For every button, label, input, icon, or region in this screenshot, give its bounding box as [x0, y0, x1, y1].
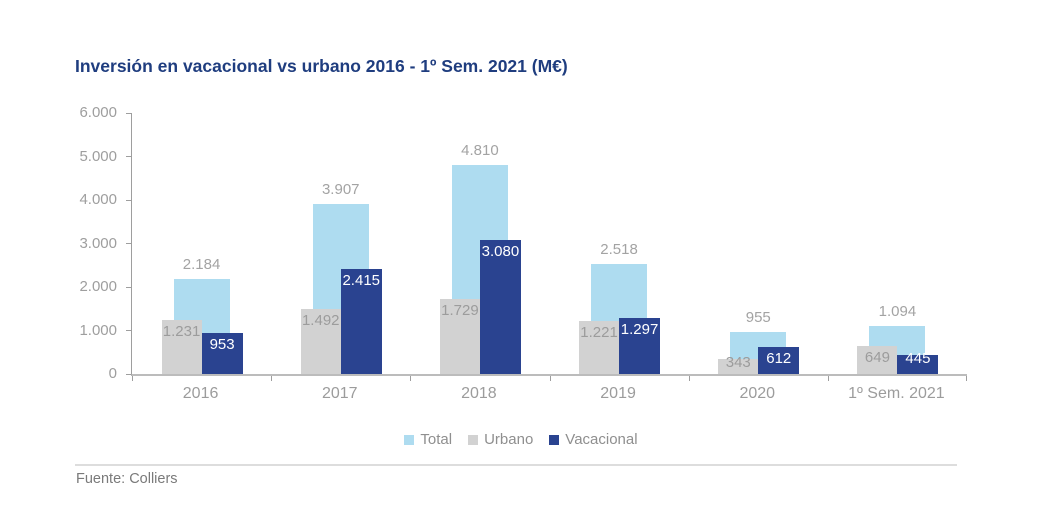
bar-value-label: 343: [725, 354, 751, 372]
x-axis-category-label: 2020: [739, 385, 776, 402]
plot-area: 2.184 1.231 953 3.907 1.492 2.415 4.810 1.729 3.…: [126, 112, 967, 381]
bar-value-label: 1.231: [162, 323, 201, 341]
bar-value-label: 1.729: [441, 301, 479, 319]
chart-title: Inversión en vacacional vs urbano 2016 -…: [75, 56, 568, 76]
bar-value-label: 1.221: [580, 323, 618, 341]
y-axis-tick: [126, 199, 131, 201]
legend-swatch-icon: [468, 434, 479, 445]
legend-label: Urbano: [484, 431, 534, 448]
x-axis-tick: [271, 376, 273, 381]
y-axis-tick-label: 6.000: [79, 104, 117, 121]
bar-vacacional-2020: 612: [758, 347, 800, 374]
bar-value-label: 953: [209, 335, 235, 353]
y-axis-tick: [126, 156, 131, 157]
legend-item-urbano: Urbano: [468, 431, 533, 448]
x-axis-tick: [688, 376, 690, 381]
y-axis-tick-label: 5.000: [79, 147, 117, 165]
legend-swatch-icon: [549, 434, 560, 445]
bar-vacacional-2019: 1.297: [619, 317, 661, 374]
y-axis-tick: [126, 330, 131, 331]
y-axis-tick-label: 1.000: [79, 321, 117, 339]
bar-urbano-2017: 1.492: [300, 309, 341, 374]
legend-label: Total: [420, 431, 453, 448]
bar-value-label: 1.492: [301, 312, 340, 330]
bar-urbano-2016: 1.231: [161, 320, 202, 374]
bar-urbano-2020: 343: [718, 355, 759, 374]
bar-vacacional-1-sem-2021: 445: [897, 351, 939, 374]
bar-urbano-1-sem-2021: 649: [857, 345, 898, 374]
y-axis-tick: [126, 373, 131, 375]
bar-vacacional-2018: 3.080: [479, 240, 521, 374]
bar-value-label: 955: [745, 309, 771, 327]
footer-divider: [75, 464, 957, 466]
y-axis-tick-label: 0: [108, 365, 117, 382]
y-axis-tick-label: 3.000: [79, 234, 117, 252]
bar-value-label: 1.094: [878, 303, 917, 321]
x-axis-category-label: 1º Sem. 2021: [848, 385, 945, 402]
bar-value-label: 2.518: [600, 241, 638, 259]
bar-value-label: 4.810: [461, 141, 499, 159]
bar-value-label: 2.184: [182, 255, 221, 273]
bar-value-label: 612: [766, 350, 792, 368]
bar-value-label: 1.297: [620, 320, 659, 338]
bar-urbano-2019: 1.221: [579, 320, 620, 374]
x-axis-tick: [827, 376, 829, 381]
legend-label: Vacacional: [565, 431, 638, 448]
bar-value-label: 649: [864, 348, 890, 366]
bar-value-label: 3.080: [481, 243, 520, 261]
source-note: Fuente: Colliers: [76, 471, 178, 487]
legend-item-total: Total: [404, 431, 452, 448]
x-axis-category-label: 2018: [461, 385, 497, 402]
bar-value-label: 445: [905, 349, 931, 367]
chart-legend: Total Urbano Vacacional: [0, 431, 1042, 448]
y-axis-tick: [126, 112, 131, 114]
x-axis-tick: [410, 376, 412, 381]
x-axis-category-label: 2017: [321, 385, 358, 402]
bar-vacacional-2016: 953: [201, 332, 243, 374]
x-axis-tick: [132, 376, 133, 381]
y-axis-tick-label: 2.000: [79, 278, 117, 295]
bar-urbano-2018: 1.729: [439, 298, 480, 374]
y-axis-tick: [126, 243, 131, 244]
bar-value-label: 2.415: [342, 271, 381, 289]
x-axis-category-label: 2016: [182, 385, 219, 402]
bar-value-label: 3.907: [321, 181, 360, 199]
x-axis-tick: [966, 376, 967, 381]
y-axis-tick-label: 4.000: [79, 191, 117, 208]
bar-vacacional-2017: 2.415: [340, 268, 382, 374]
x-axis-category-label: 2019: [600, 385, 636, 402]
legend-swatch-icon: [404, 434, 415, 445]
legend-item-vacacional: Vacacional: [549, 431, 638, 448]
x-axis-tick: [549, 376, 551, 381]
y-axis-tick: [126, 286, 131, 288]
